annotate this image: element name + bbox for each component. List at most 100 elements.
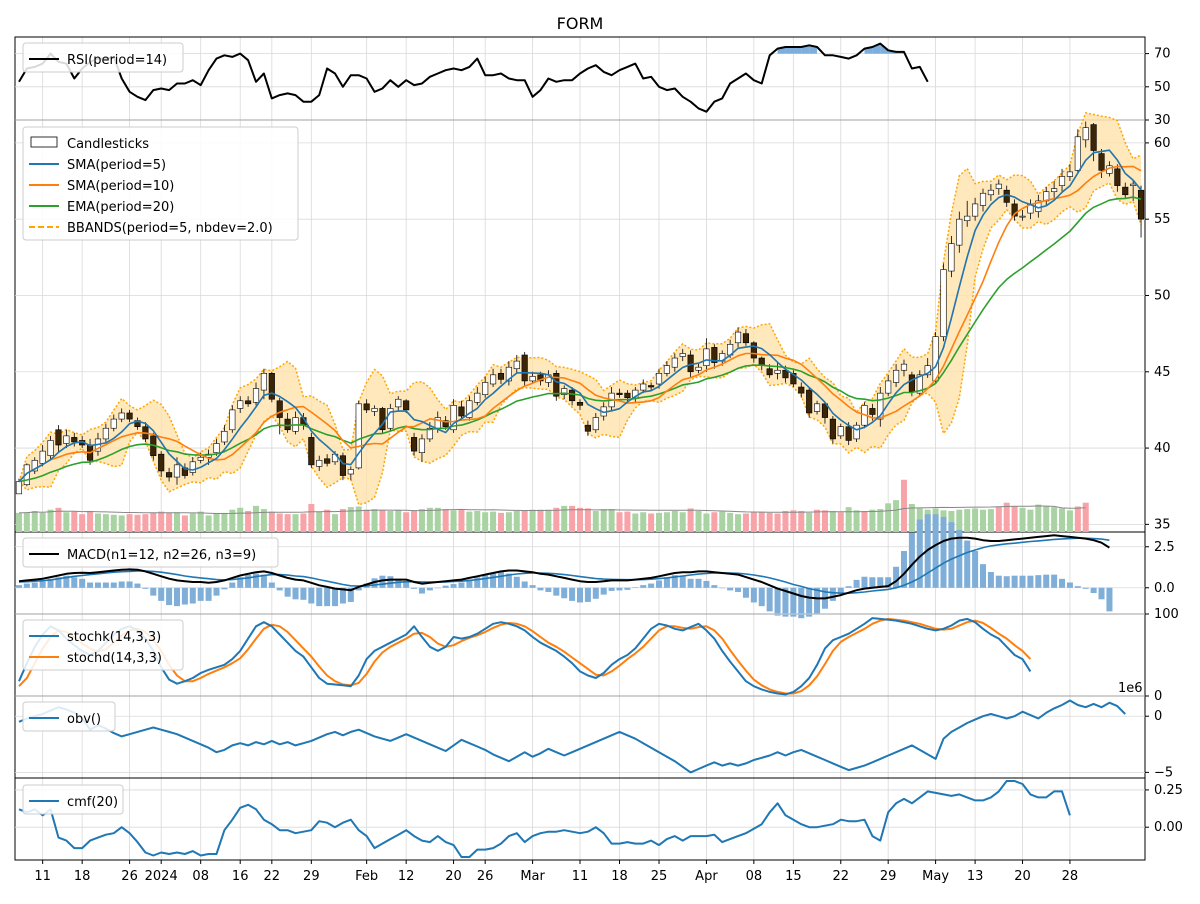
volume-bar	[245, 510, 252, 532]
macd-histogram-bar	[1082, 587, 1089, 589]
volume-bar	[980, 509, 987, 532]
candle-body	[1114, 168, 1121, 186]
candle-body	[418, 438, 426, 453]
xtick-label: 08	[192, 869, 209, 884]
macd-histogram-bar	[750, 587, 757, 603]
volume-bar	[221, 512, 228, 532]
ytick-label: 50	[1154, 80, 1171, 95]
macd-histogram-bar	[150, 587, 157, 596]
candle-body	[252, 388, 260, 403]
macd-histogram-bar	[355, 587, 362, 591]
candle-body	[529, 376, 536, 382]
macd-histogram-bar	[79, 578, 86, 588]
volume-bar	[363, 509, 370, 532]
macd-histogram-bar	[656, 580, 663, 588]
volume-bar	[885, 503, 892, 532]
macd-histogram-bar	[513, 576, 520, 588]
legend-price: Candlesticks SMA(period=5) SMA(period=10) E…	[22, 126, 299, 241]
candle-body	[245, 400, 252, 405]
legend-label: RSI(period=14)	[67, 53, 167, 68]
macd-histogram-bar	[648, 583, 655, 588]
volume-bar	[837, 512, 844, 532]
ytick-label: −5	[1154, 765, 1173, 780]
panel-stoch	[14, 613, 1146, 697]
candle-body	[213, 443, 220, 453]
candle-body	[766, 368, 773, 376]
candle-body	[774, 369, 781, 374]
macd-histogram-bar	[55, 577, 62, 588]
ytick-label: 50	[1154, 288, 1171, 303]
xtick-label: 18	[611, 869, 628, 884]
candle-body	[39, 450, 46, 464]
macd-histogram-bar	[71, 577, 78, 588]
legend-swatch	[30, 136, 58, 148]
ema20-line	[18, 196, 1142, 483]
candle-body	[964, 215, 971, 222]
macd-histogram-bar	[561, 587, 568, 599]
legend-label: stochd(14,3,3)	[67, 651, 162, 666]
macd-histogram-bar	[1066, 582, 1073, 588]
volume-bar	[15, 512, 22, 532]
volume-bar	[166, 512, 173, 532]
ytick-label: 55	[1154, 212, 1171, 227]
volume-bar	[47, 509, 54, 532]
candle-body	[221, 430, 228, 443]
macd-histogram-bar	[324, 587, 331, 607]
candle-body	[632, 389, 639, 399]
volume-bar	[426, 507, 433, 532]
volume-bar	[403, 512, 410, 532]
macd-histogram-bar	[987, 572, 994, 588]
volume-bar	[1066, 510, 1073, 532]
macd-histogram-bar	[1051, 574, 1058, 588]
volume-bar	[798, 510, 805, 532]
macd-histogram-bar	[213, 587, 220, 596]
macd-signal-line	[18, 537, 1110, 595]
candle-body	[268, 373, 275, 400]
volume-bar	[687, 508, 694, 532]
xtick-label: Apr	[695, 869, 718, 884]
macd-histogram-bar	[418, 587, 425, 594]
volume-bar	[774, 513, 781, 532]
candle-body	[490, 374, 497, 385]
macd-histogram-bar	[727, 587, 734, 591]
candle-body	[940, 269, 947, 337]
candle-body	[497, 373, 505, 380]
volume-bar	[576, 507, 584, 532]
volume-bar	[877, 509, 884, 532]
volume-bar	[505, 512, 512, 532]
cmf-line	[18, 780, 1071, 858]
candle-body	[972, 203, 979, 217]
candle-body	[513, 360, 520, 370]
volume-bar	[31, 510, 38, 532]
volume-bar	[584, 508, 591, 532]
macd-histogram-bar	[87, 582, 94, 588]
volume-bar	[608, 509, 615, 532]
macd-histogram-bar	[426, 587, 433, 591]
volume-bar	[229, 509, 236, 532]
candle-body	[1066, 171, 1073, 177]
macd-histogram-bar	[268, 582, 275, 588]
volume-bar	[387, 510, 394, 532]
macd-histogram-bar	[608, 587, 615, 591]
volume-bar	[379, 510, 386, 532]
volume-bar	[790, 510, 797, 532]
volume-bar	[237, 507, 244, 532]
candle-body	[355, 403, 362, 469]
xtick-label: Feb	[355, 869, 378, 884]
candle-body	[189, 461, 196, 473]
legend-box	[22, 619, 184, 671]
ytick-label: 35	[1154, 517, 1171, 532]
macd-histogram-bar	[63, 575, 70, 588]
macd-histogram-bar	[173, 587, 180, 607]
volume-bar	[861, 510, 868, 532]
candle-body	[260, 373, 267, 391]
macd-histogram-bar	[39, 581, 46, 588]
macd-histogram-bar	[703, 580, 710, 588]
macd-histogram-bar	[1090, 587, 1097, 594]
macd-histogram-bar	[189, 587, 196, 604]
macd-histogram-bar	[395, 578, 402, 588]
volume-bar	[339, 509, 346, 532]
macd-histogram-bar	[308, 587, 315, 604]
macd-histogram-bar	[853, 579, 860, 588]
xtick-label: 29	[880, 869, 897, 884]
